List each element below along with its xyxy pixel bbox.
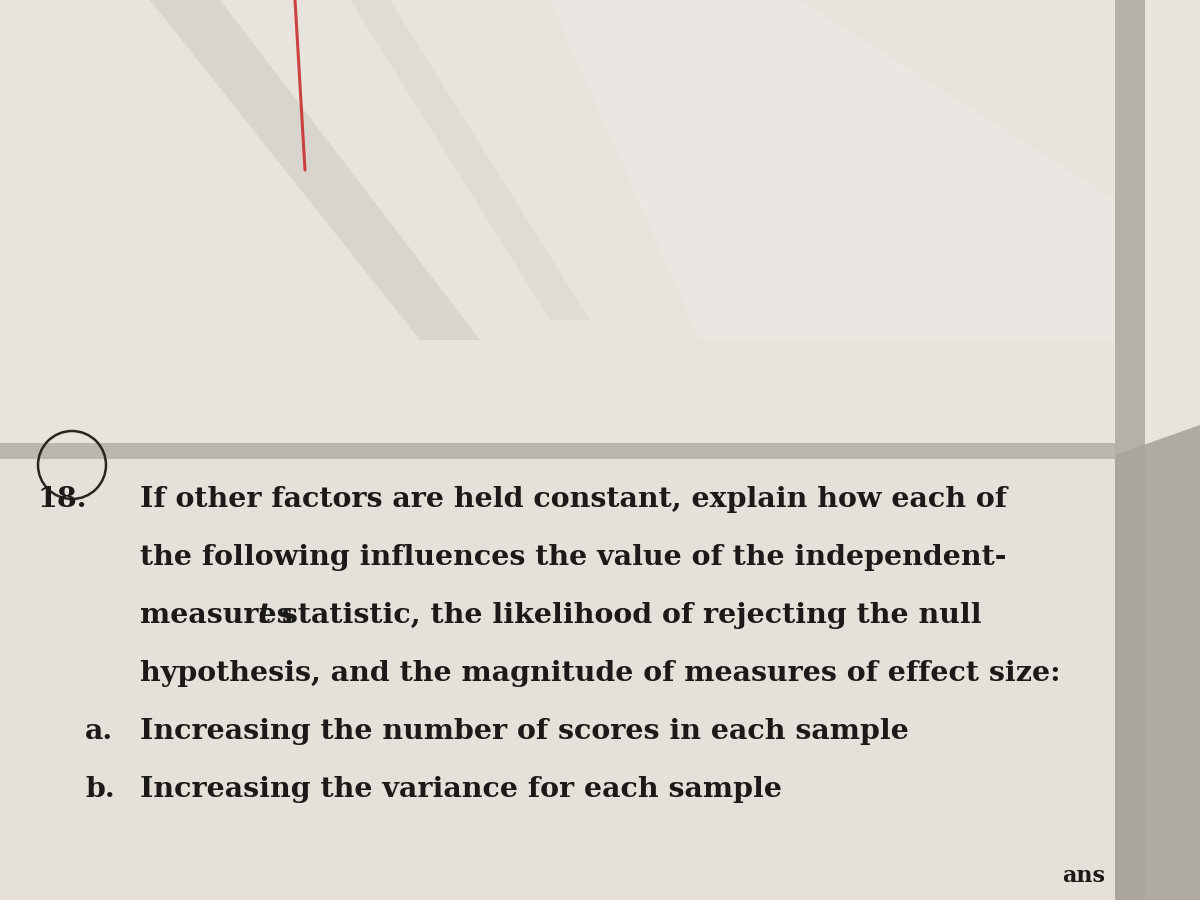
Polygon shape	[0, 0, 1115, 455]
Text: hypothesis, and the magnitude of measures of effect size:: hypothesis, and the magnitude of measure…	[140, 660, 1061, 687]
Text: ans: ans	[1062, 865, 1105, 887]
Text: Increasing the variance for each sample: Increasing the variance for each sample	[140, 776, 782, 803]
Text: If other factors are held constant, explain how each of: If other factors are held constant, expl…	[140, 486, 1007, 513]
Polygon shape	[350, 0, 590, 320]
Polygon shape	[1115, 0, 1200, 900]
Polygon shape	[1115, 0, 1145, 900]
Polygon shape	[550, 0, 1115, 340]
Polygon shape	[1115, 0, 1200, 455]
Text: the following influences the value of the independent-: the following influences the value of th…	[140, 544, 1007, 571]
Polygon shape	[0, 455, 1115, 900]
Polygon shape	[0, 443, 1115, 459]
Text: t: t	[258, 602, 271, 629]
Text: a.: a.	[85, 718, 113, 745]
Polygon shape	[150, 0, 480, 340]
Text: 18.: 18.	[38, 486, 88, 513]
Text: b.: b.	[85, 776, 115, 803]
Text: measures: measures	[140, 602, 302, 629]
Text: statistic, the likelihood of rejecting the null: statistic, the likelihood of rejecting t…	[272, 602, 982, 629]
Text: Increasing the number of scores in each sample: Increasing the number of scores in each …	[140, 718, 908, 745]
